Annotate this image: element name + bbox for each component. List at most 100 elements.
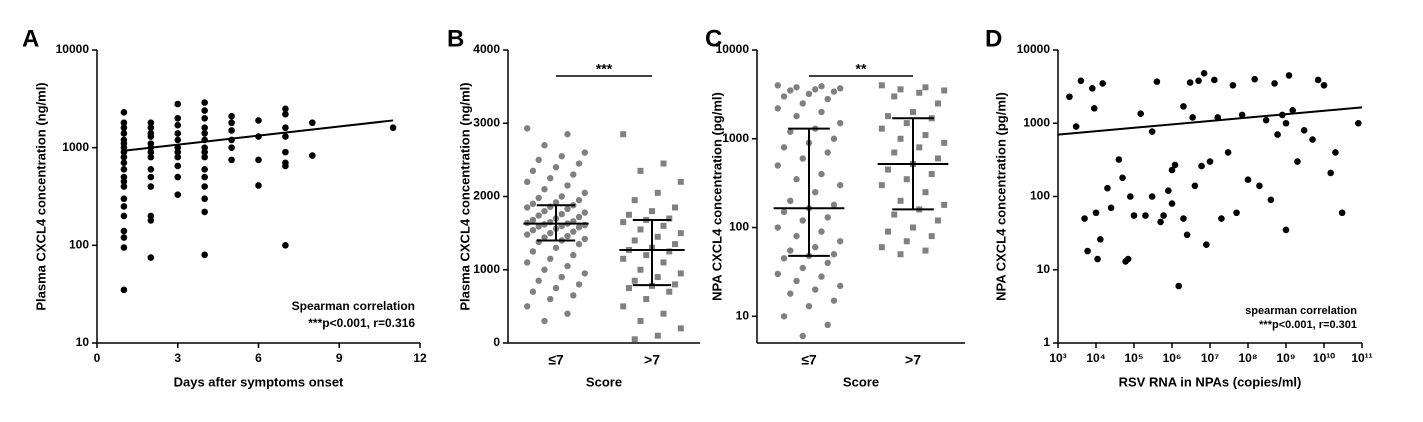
data-point [620, 303, 627, 310]
x-axis-label: RSV RNA in NPAs (copies/ml) [1119, 374, 1302, 389]
data-point [1285, 72, 1293, 79]
data-point [787, 128, 794, 135]
data-point [666, 215, 673, 222]
data-point [677, 270, 684, 277]
data-point [1092, 209, 1100, 217]
data-point [672, 204, 679, 211]
data-point [147, 119, 155, 127]
y-tick-label: 4000 [473, 42, 500, 56]
data-point [1189, 114, 1196, 121]
y-tick-label: 0 [493, 335, 500, 349]
data-point [282, 148, 289, 156]
data-point [201, 114, 208, 122]
data-point [535, 277, 542, 284]
y-axis-label: NPA CXCL4 concentration (pg/ml) [993, 92, 1008, 301]
data-point [120, 212, 128, 220]
data-point [1066, 93, 1073, 101]
data-point [575, 213, 583, 221]
data-point [631, 277, 638, 284]
data-point [282, 133, 289, 140]
data-point [174, 130, 182, 137]
data-point [780, 144, 788, 151]
data-point [524, 204, 531, 211]
data-point [147, 124, 155, 132]
data-point [780, 208, 788, 216]
y-tick-label: 1000 [1023, 115, 1050, 129]
data-point [631, 237, 638, 244]
data-point [837, 181, 844, 189]
data-point [552, 164, 560, 171]
data-point [575, 196, 583, 204]
data-point [570, 292, 577, 299]
data-point [654, 189, 661, 196]
data-point [120, 178, 128, 185]
data-point [1218, 215, 1225, 222]
data-point [631, 336, 638, 343]
data-point [1165, 187, 1172, 194]
data-point [1327, 169, 1334, 177]
data-point [535, 194, 542, 202]
data-point [774, 224, 781, 231]
data-point [891, 149, 898, 156]
data-point [818, 228, 825, 235]
x-axis-label: Score [843, 374, 879, 389]
data-point [837, 119, 844, 127]
data-point [1271, 80, 1278, 87]
data-point [793, 84, 800, 91]
data-point [637, 167, 644, 174]
data-point [228, 156, 235, 164]
significance: ** [856, 61, 867, 77]
y-tick-label: 10000 [1017, 42, 1051, 56]
x-tick-label: 10³ [1049, 351, 1066, 365]
data-point [891, 211, 898, 218]
data-point [558, 273, 565, 281]
x-tick-label: 10¹⁰ [1313, 351, 1335, 365]
data-point [309, 152, 316, 159]
data-point [654, 274, 661, 281]
data-point [529, 200, 537, 208]
x-tick-label: 10⁶ [1163, 351, 1182, 365]
data-point [799, 155, 806, 162]
data-point [389, 124, 397, 132]
data-point [1168, 200, 1176, 207]
data-point [787, 290, 794, 297]
data-point [654, 233, 661, 240]
data-point [793, 277, 800, 285]
data-point [1148, 193, 1156, 200]
data-point [174, 148, 182, 156]
data-point [174, 153, 182, 161]
data-point [1274, 131, 1281, 138]
data-point [922, 189, 929, 196]
data-point [201, 251, 208, 259]
x-tick-label: 3 [174, 351, 181, 365]
data-point [787, 87, 794, 94]
data-point [1320, 81, 1328, 89]
x-axis-label: Score [586, 374, 622, 389]
y-tick-label: 100 [729, 220, 749, 234]
data-point [837, 85, 844, 92]
panel-label: D [985, 25, 1002, 52]
data-point [1282, 119, 1290, 127]
data-point [643, 252, 650, 259]
data-point [282, 242, 289, 249]
data-point [174, 100, 182, 108]
y-tick-label: 2000 [473, 189, 500, 203]
data-point [282, 110, 289, 118]
data-point [672, 281, 679, 288]
data-point [818, 273, 825, 280]
y-tick-label: 1000 [62, 140, 89, 154]
data-point [1289, 107, 1296, 114]
y-tick-label: 1000 [722, 131, 749, 145]
data-point [830, 88, 838, 95]
data-point [120, 244, 128, 251]
data-point [1137, 110, 1144, 118]
data-point [120, 183, 128, 190]
data-point [581, 189, 588, 197]
y-tick-label: 3000 [473, 115, 500, 129]
data-point [564, 262, 571, 270]
data-point [818, 170, 825, 178]
annotation: spearman correlation [1245, 305, 1357, 317]
data-point [120, 166, 128, 173]
data-point [201, 166, 208, 173]
data-point [1127, 193, 1134, 200]
